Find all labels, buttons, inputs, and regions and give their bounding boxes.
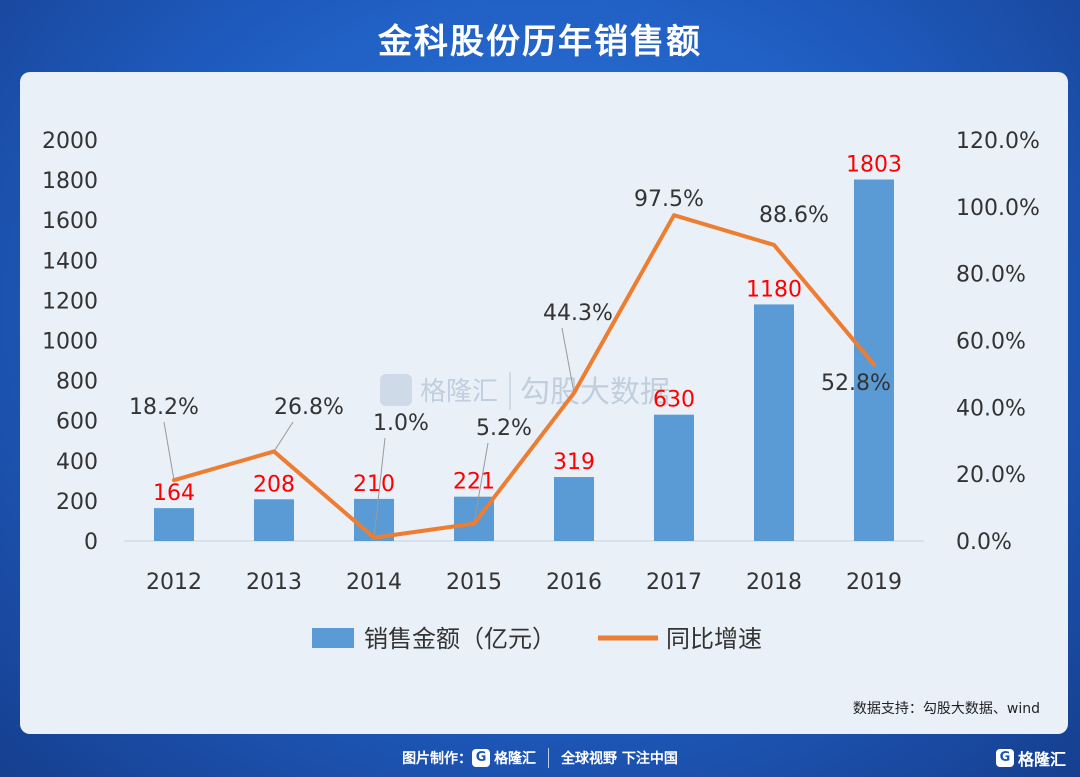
footer: 图片制作： G 格隆汇 全球视野 下注中国 [0,738,1080,777]
bar-value-label: 208 [253,472,295,497]
bar-value-label: 221 [453,470,495,495]
y-right-tick-label: 120.0% [956,129,1040,154]
y-left-tick-label: 0 [84,530,98,555]
bar-2018 [754,304,794,541]
watermark-text: 勾股大数据 [520,375,670,410]
y-left-tick-label: 1200 [42,289,98,314]
corner-brand: 格隆汇 [1017,750,1066,769]
chart-card: 格隆汇 勾股大数据 0 200 400 600 800 1000 1200 1400 1600 180… [20,72,1068,734]
y-left-tick-label: 800 [56,370,98,395]
y-right-tick-label: 100.0% [956,196,1040,221]
corner-brand-logo-icon: G [995,749,1014,767]
y-left-tick-label: 400 [56,450,98,475]
x-tick-label: 2013 [246,570,302,595]
footer-brand: 格隆汇 [494,750,537,767]
y-left-tick-label: 200 [56,490,98,515]
y-left-tick-label: 1400 [42,249,98,274]
legend-bar-label: 销售金额（亿元） [364,625,556,653]
y-right-tick-label: 0.0% [956,530,1012,555]
growth-leader-line [561,327,575,394]
y-left-tick-label: 600 [56,410,98,435]
x-tick-label: 2019 [846,570,902,595]
growth-value-label: 5.2% [476,416,532,441]
y-left-tick-label: 1800 [42,169,98,194]
combo-chart: 格隆汇 勾股大数据 0 200 400 600 800 1000 1200 1400 1600 180… [42,129,1040,653]
growth-value-label: 26.8% [274,395,344,420]
growth-leader-line [473,442,489,524]
y-left-tick-label: 1600 [42,209,98,234]
growth-leader-line [163,421,175,481]
bar-value-label: 1803 [846,152,902,177]
bar-2012 [154,508,194,541]
bar-2019 [854,179,894,541]
watermark-logo-icon [380,374,412,406]
bar-2013 [254,499,294,541]
growth-value-label: 44.3% [543,301,613,326]
bar-value-label: 210 [353,472,395,497]
growth-value-label: 52.8% [821,371,891,396]
watermark-brand: 格隆汇 [420,377,498,407]
x-tick-label: 2018 [746,570,802,595]
y-right-tick-label: 20.0% [956,463,1026,488]
bar-value-label: 164 [153,481,195,506]
legend-bar-swatch [312,628,354,648]
bar-value-label: 319 [553,450,595,475]
footer-logo: G 格隆汇 [472,748,536,768]
bar-value-label: 1180 [746,277,802,302]
y-right-tick-label: 60.0% [956,330,1026,355]
x-tick-label: 2017 [646,570,702,595]
growth-line [172,213,876,540]
x-tick-label: 2016 [546,570,602,595]
y-left-tick-label: 1000 [42,330,98,355]
x-tick-label: 2012 [146,570,202,595]
growth-value-label: 1.0% [373,411,429,436]
bar-2016 [554,477,594,541]
brand-logo-icon: G [472,748,491,767]
growth-leader-line [373,437,386,538]
x-tick-label: 2015 [446,570,502,595]
footer-slogan: 全球视野 下注中国 [561,750,678,767]
y-left-tick-label: 2000 [42,129,98,154]
corner-logo: G 格隆汇 [995,746,1066,770]
x-tick-label: 2014 [346,570,402,595]
footer-made-by-label: 图片制作： [402,750,473,767]
growth-value-label: 88.6% [759,203,829,228]
bar-2017 [654,414,694,541]
y-right-tick-label: 40.0% [956,396,1026,421]
y-right-tick-label: 80.0% [956,263,1026,288]
bar-value-label: 630 [653,388,695,413]
legend-line-label: 同比增速 [666,625,762,653]
source-note: 数据支持：勾股大数据、wind [852,701,1040,717]
page-title: 金科股份历年销售额 [378,22,702,62]
growth-value-label: 97.5% [634,187,704,212]
footer-divider [548,747,550,768]
growth-leader-line [273,421,294,452]
growth-value-label: 18.2% [129,395,199,420]
